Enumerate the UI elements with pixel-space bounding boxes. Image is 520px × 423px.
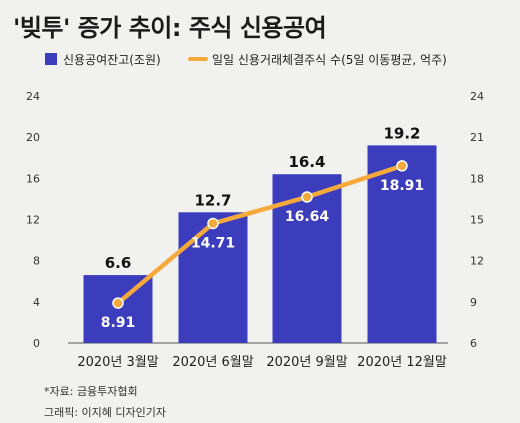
y-left-tick-label: 12 — [26, 214, 40, 227]
y-left-tick-label: 8 — [33, 255, 40, 268]
line-point — [396, 160, 408, 172]
chart-title: '빚투' 증가 추이: 주식 신용공여 — [13, 14, 327, 42]
x-tick-label: 2020년 6월말 — [172, 355, 253, 370]
line-point — [207, 217, 219, 230]
bar-value-label: 6.6 — [105, 254, 132, 272]
y-left-tick-label: 20 — [26, 131, 40, 144]
y-right-tick-label: 18 — [470, 172, 484, 185]
line-value-label: 18.91 — [380, 178, 424, 194]
line-value-label: 14.71 — [191, 235, 235, 251]
legend: 신용공여잔고(조원) 일일 신용거래체결주식 수(5일 이동평균, 억주) — [45, 53, 447, 67]
x-tick-label: 2020년 3월말 — [77, 355, 158, 370]
y-right-tick-label: 15 — [470, 214, 484, 227]
y-left-tick-label: 16 — [26, 172, 40, 185]
bar — [367, 145, 437, 343]
bar-value-label: 16.4 — [288, 153, 325, 171]
line-value-label: 16.64 — [285, 209, 330, 225]
y-right-tick-label: 24 — [470, 90, 484, 103]
legend-line-label: 일일 신용거래체결주식 수(5일 이동평균, 억주) — [212, 53, 447, 67]
bar — [178, 212, 248, 343]
source-note: *자료: 금융투자협회 — [44, 385, 138, 398]
legend-bar-label: 신용공여잔고(조원) — [63, 53, 161, 67]
line-point — [112, 297, 124, 309]
bar-value-label: 12.7 — [194, 191, 231, 209]
line-series — [115, 163, 405, 306]
legend-bar-swatch — [45, 53, 57, 65]
y-left-tick-label: 4 — [33, 296, 40, 309]
graphic-credit: 그래픽: 이지혜 디자인기자 — [44, 406, 167, 419]
x-tick-label: 2020년 12월말 — [357, 355, 447, 370]
y-right-tick-label: 6 — [470, 337, 477, 350]
bar-value-label: 19.2 — [383, 124, 420, 142]
y-left-tick-label: 24 — [26, 90, 40, 103]
x-tick-label: 2020년 9월말 — [266, 355, 347, 370]
line-point — [301, 191, 313, 203]
y-left-tick-label: 0 — [33, 337, 40, 350]
y-right-tick-label: 21 — [470, 131, 484, 144]
y-right-tick-label: 12 — [470, 255, 484, 268]
line-value-label: 8.91 — [101, 315, 136, 331]
y-right-tick-label: 9 — [470, 296, 477, 309]
